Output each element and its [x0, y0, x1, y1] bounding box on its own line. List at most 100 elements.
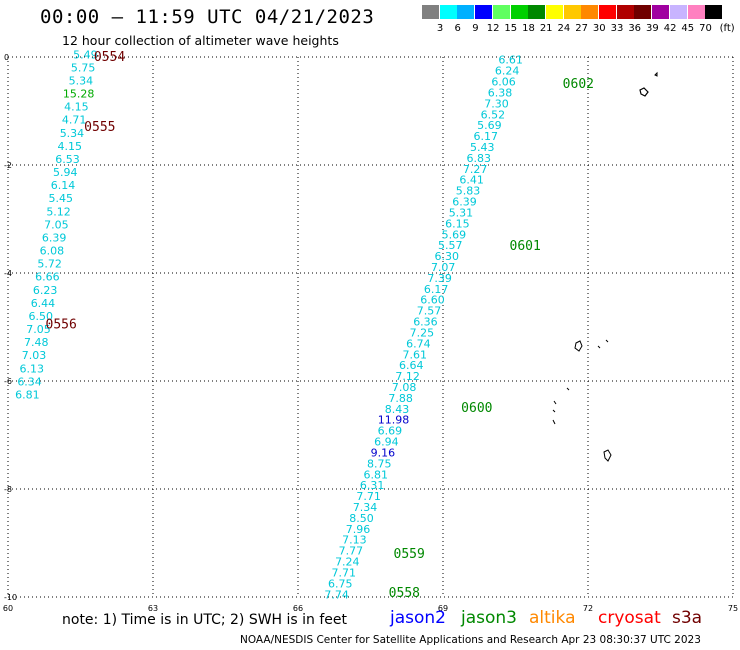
wave-height-value: 6.74 — [406, 337, 431, 350]
legend-swatch — [439, 5, 457, 19]
time-label: 0600 — [461, 401, 492, 416]
wave-height-value: 6.13 — [20, 362, 45, 375]
satellite-s3a: s3a — [672, 608, 703, 628]
wave-height-value: 7.05 — [26, 323, 51, 336]
wave-height-value: 5.31 — [449, 206, 474, 219]
time-label: 0602 — [563, 77, 594, 92]
x-tick-label: 75 — [728, 604, 738, 613]
time-label: 0554 — [94, 50, 125, 65]
wave-height-value: 6.61 — [498, 54, 523, 67]
legend-label: 3 — [436, 23, 444, 34]
wave-height-value: 5.49 — [73, 48, 98, 61]
legend-swatch — [475, 5, 493, 19]
wave-height-value: 6.34 — [17, 375, 42, 388]
legend-swatch — [563, 5, 581, 19]
wave-height-value: 4.15 — [64, 101, 89, 114]
wave-height-value: 7.07 — [431, 261, 456, 274]
legend-swatch — [652, 5, 670, 19]
wave-height-value: 6.23 — [33, 284, 58, 297]
legend-label: 27 — [575, 23, 588, 34]
time-label: 0555 — [84, 120, 115, 135]
legend-label: 15 — [504, 23, 518, 34]
legend-swatch — [528, 5, 546, 19]
legend-label: 30 — [592, 23, 606, 34]
wave-height-value: 7.05 — [44, 218, 69, 231]
wave-height-value: 7.08 — [392, 381, 417, 394]
legend-swatch — [510, 5, 528, 19]
legend-swatch — [705, 5, 723, 19]
y-tick-label: -6 — [4, 377, 12, 386]
wave-height-value: 7.61 — [403, 348, 428, 361]
wave-height-value: 6.50 — [28, 310, 53, 323]
wave-height-value: 7.71 — [332, 566, 357, 579]
wave-height-value: 6.30 — [434, 250, 459, 263]
legend-label: 12 — [486, 23, 500, 34]
wave-height-value: 6.81 — [363, 468, 388, 481]
y-tick-label: 0 — [4, 53, 9, 62]
legend-swatch — [545, 5, 563, 19]
wave-height-value: 6.15 — [445, 217, 470, 230]
wave-height-value: 6.81 — [15, 389, 40, 402]
legend-label: 6 — [454, 23, 461, 34]
satellite-cryosat: cryosat — [598, 608, 661, 628]
wave-height-value: 4.71 — [62, 114, 87, 127]
wave-height-value: 6.14 — [51, 179, 76, 192]
wave-height-value: 6.83 — [466, 152, 491, 165]
wave-height-value: 7.27 — [463, 163, 488, 176]
y-tick-label: -10 — [4, 593, 17, 602]
wave-height-value: 6.94 — [374, 436, 399, 449]
wave-height-value: 5.45 — [49, 192, 74, 205]
wave-height-value: 6.60 — [420, 294, 445, 307]
wave-height-value: 7.30 — [484, 97, 509, 110]
x-tick-label: 60 — [3, 604, 13, 613]
wave-height-value: 5.12 — [46, 205, 71, 218]
legend-swatch — [422, 5, 439, 19]
y-tick-label: -4 — [4, 269, 12, 278]
wave-height-value: 6.36 — [413, 316, 438, 329]
time-label: 0556 — [46, 317, 77, 332]
legend-unit: (ft) — [719, 23, 735, 34]
wave-height-value: 7.03 — [22, 349, 47, 362]
map-subtitle: 12 hour collection of altimeter wave hei… — [62, 33, 339, 48]
wave-height-value: 6.39 — [452, 196, 477, 209]
wave-height-value: 5.75 — [71, 61, 96, 74]
legend-label: 33 — [610, 23, 624, 34]
wave-height-value: 8.43 — [385, 403, 410, 416]
lat-lon-grid — [7, 56, 734, 598]
wave-height-value: 6.44 — [31, 297, 56, 310]
island-outlines — [552, 71, 658, 462]
wave-height-value: 6.75 — [328, 577, 353, 590]
wave-height-value: 6.39 — [42, 231, 67, 244]
wave-height-value: 7.48 — [24, 336, 49, 349]
wave-height-value: 6.31 — [360, 479, 385, 492]
wave-height-value: 6.08 — [40, 245, 65, 258]
wave-height-value: 5.94 — [53, 166, 78, 179]
x-tick-label: 63 — [148, 604, 158, 613]
wave-height-value: 7.74 — [324, 588, 349, 601]
wave-height-value: 5.34 — [60, 127, 85, 140]
footer-note: note: 1) Time is in UTC; 2) SWH is in fe… — [62, 612, 348, 628]
satellite-jason3: jason3 — [461, 608, 517, 628]
wave-height-value: 6.52 — [481, 108, 506, 121]
wave-height-value: 6.64 — [399, 359, 424, 372]
wave-height-value: 6.69 — [378, 425, 403, 438]
legend-label: 9 — [472, 23, 479, 34]
wave-height-value: 8.75 — [367, 457, 392, 470]
legend-label: 39 — [646, 23, 659, 34]
x-tick-label: 72 — [583, 604, 593, 613]
x-tick-label: 69 — [438, 604, 448, 613]
wave-height-value: 9.16 — [371, 446, 396, 459]
legend-label: 21 — [539, 23, 553, 34]
time-label: 0601 — [510, 239, 541, 254]
legend-swatch — [599, 5, 616, 19]
wave-height-value: 5.34 — [69, 74, 94, 87]
map-title: 00:00 – 11:59 UTC 04/21/2023 — [40, 6, 375, 28]
wave-height-value: 5.83 — [456, 185, 481, 198]
wave-height-value: 4.15 — [57, 140, 82, 153]
wave-height-value: 7.96 — [346, 523, 371, 536]
wave-height-value: 15.28 — [63, 88, 95, 101]
wave-height-tracks: 5.495.755.3415.284.154.715.344.156.535.9… — [15, 48, 523, 601]
time-labels: 0554 0555 0556 0602 0601 0600 0559 0558 — [46, 50, 594, 601]
wave-height-value: 7.77 — [339, 545, 364, 558]
wave-height-value: 6.17 — [474, 130, 499, 143]
